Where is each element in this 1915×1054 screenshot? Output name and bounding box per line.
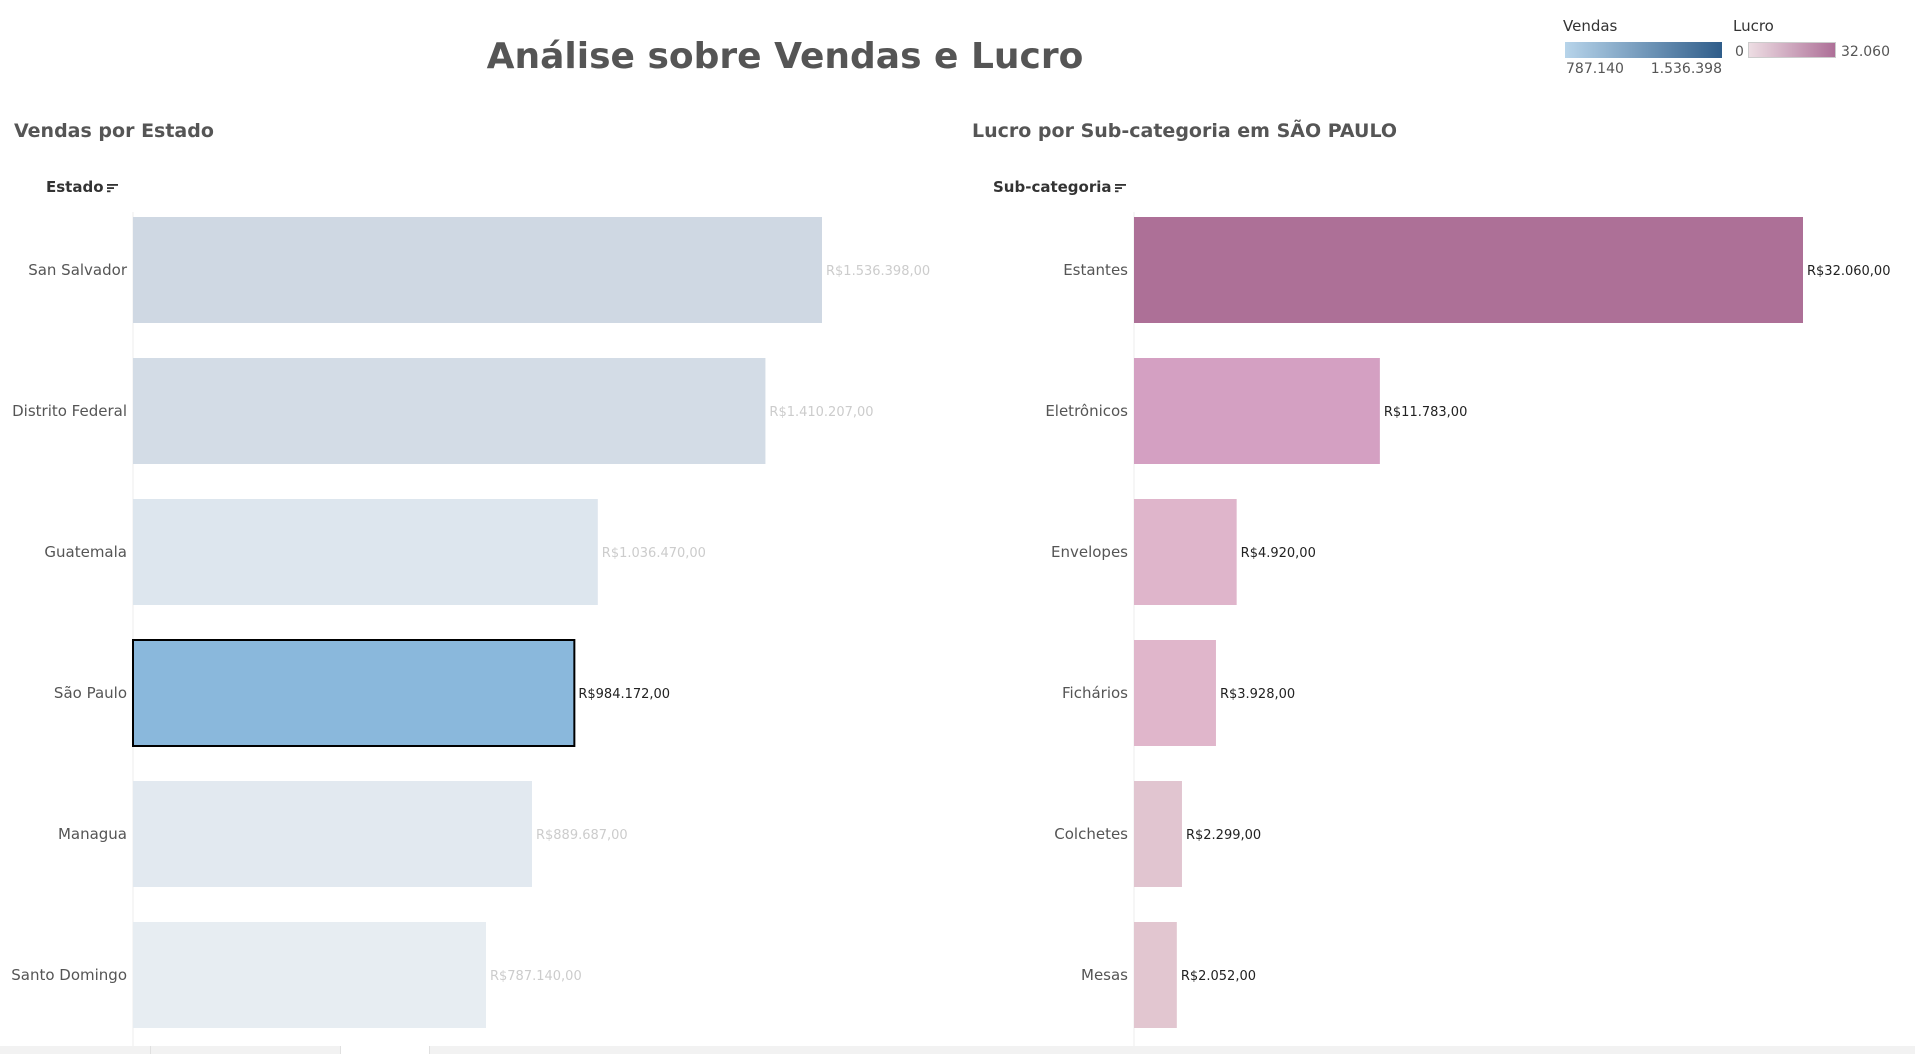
legend-lucro-min: 0 bbox=[1735, 44, 1744, 60]
legend-vendas-color-ramp[interactable] bbox=[1565, 42, 1722, 58]
lucro-category-label: Colchetes bbox=[1054, 825, 1128, 843]
sort-icon[interactable] bbox=[1114, 183, 1126, 193]
lucro-value-label: R$11.783,00 bbox=[1384, 405, 1467, 420]
lucro-bar-chart: Estantes R$32.060,00 Eletrônicos R$11.783,0… bbox=[1045, 212, 1890, 1046]
vendas-value-label: R$984.172,00 bbox=[578, 687, 670, 702]
estado-axis-header[interactable]: Estado bbox=[46, 178, 118, 196]
legend-vendas-max: 1.536.398 bbox=[1650, 61, 1722, 77]
vendas-category-label: Distrito Federal bbox=[12, 402, 127, 420]
lucro-value-label: R$2.052,00 bbox=[1181, 969, 1256, 984]
vendas-bar[interactable] bbox=[133, 499, 598, 605]
lucro-value-label: R$2.299,00 bbox=[1186, 828, 1261, 843]
lucro-bar[interactable] bbox=[1134, 922, 1177, 1028]
lucro-value-label: R$3.928,00 bbox=[1220, 687, 1295, 702]
lucro-bar[interactable] bbox=[1134, 358, 1380, 464]
dashboard-title: Análise sobre Vendas e Lucro bbox=[486, 36, 1084, 77]
vendas-category-label: Santo Domingo bbox=[11, 966, 127, 984]
sheet-tab[interactable] bbox=[150, 1046, 342, 1054]
legend-lucro-title: Lucro bbox=[1733, 17, 1774, 35]
lucro-category-label: Envelopes bbox=[1051, 543, 1128, 561]
bottom-tab-strip bbox=[0, 1046, 1915, 1054]
vendas-category-label: San Salvador bbox=[28, 261, 128, 279]
lucro-por-subcategoria-title: Lucro por Sub-categoria em SÃO PAULO bbox=[972, 120, 1398, 142]
vendas-bar[interactable] bbox=[133, 217, 822, 323]
lucro-category-label: Estantes bbox=[1063, 261, 1128, 279]
vendas-category-label: Guatemala bbox=[44, 543, 127, 561]
legend-vendas-title: Vendas bbox=[1563, 17, 1618, 35]
legend-lucro-color-ramp[interactable] bbox=[1748, 42, 1836, 58]
lucro-value-label: R$4.920,00 bbox=[1241, 546, 1316, 561]
vendas-value-label: R$889.687,00 bbox=[536, 828, 628, 843]
subcategoria-axis-label: Sub-categoria bbox=[993, 178, 1112, 196]
vendas-bar[interactable] bbox=[133, 922, 486, 1028]
lucro-category-label: Eletrônicos bbox=[1045, 402, 1128, 420]
subcategoria-axis-header[interactable]: Sub-categoria bbox=[993, 178, 1126, 196]
lucro-bar[interactable] bbox=[1134, 781, 1182, 887]
vendas-category-label: São Paulo bbox=[54, 684, 127, 702]
lucro-bar[interactable] bbox=[1134, 217, 1803, 323]
legend-lucro-max: 32.060 bbox=[1841, 44, 1890, 60]
vendas-bar[interactable] bbox=[132, 639, 576, 747]
vendas-por-estado-title: Vendas por Estado bbox=[14, 120, 214, 142]
vendas-value-label: R$1.536.398,00 bbox=[826, 264, 930, 279]
vendas-value-label: R$1.410.207,00 bbox=[769, 405, 873, 420]
vendas-value-label: R$1.036.470,00 bbox=[602, 546, 706, 561]
lucro-category-label: Mesas bbox=[1081, 966, 1128, 984]
sort-icon[interactable] bbox=[106, 183, 118, 193]
vendas-bar[interactable] bbox=[133, 358, 766, 464]
vendas-category-label: Managua bbox=[58, 825, 127, 843]
lucro-bar[interactable] bbox=[1134, 499, 1237, 605]
lucro-category-label: Fichários bbox=[1062, 684, 1128, 702]
legend-vendas-min: 787.140 bbox=[1566, 61, 1624, 77]
estado-axis-label: Estado bbox=[46, 178, 104, 196]
vendas-value-label: R$787.140,00 bbox=[490, 969, 582, 984]
lucro-value-label: R$32.060,00 bbox=[1807, 264, 1890, 279]
vendas-bar[interactable] bbox=[133, 781, 532, 887]
vendas-bar-chart: San Salvador R$1.536.398,00 Distrito Feder… bbox=[11, 212, 930, 1046]
sheet-tab-active[interactable] bbox=[340, 1046, 430, 1054]
lucro-bar[interactable] bbox=[1134, 640, 1216, 746]
